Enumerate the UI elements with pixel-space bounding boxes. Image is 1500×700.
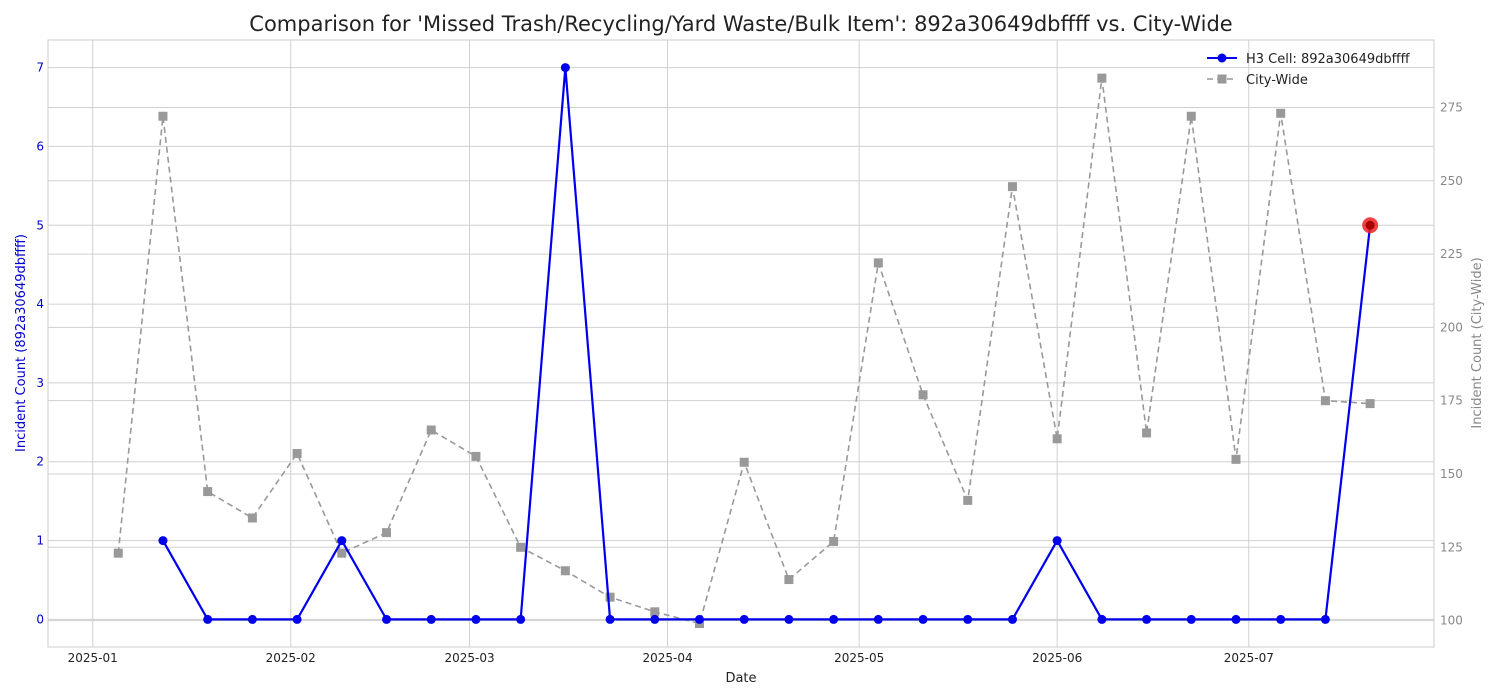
city-wide-point — [1186, 111, 1196, 121]
city-wide-point — [560, 566, 570, 576]
left-y-tick-label: 6 — [36, 139, 44, 153]
h3-cell-point — [516, 614, 526, 624]
city-wide-point — [784, 575, 794, 585]
city-wide-point — [918, 390, 928, 400]
right-y-tick-label: 200 — [1440, 320, 1463, 334]
city-wide-point — [292, 448, 302, 458]
x-tick-label: 2025-03 — [444, 651, 494, 665]
city-wide-point — [1276, 108, 1286, 118]
x-axis: 2025-01 2025-02 2025-03 2025-04 2025-05 2025-… — [68, 651, 1274, 665]
h3-cell-point — [873, 614, 883, 624]
right-y-tick-label: 175 — [1440, 394, 1463, 408]
h3-cell-point — [918, 614, 928, 624]
left-y-tick-label: 1 — [36, 534, 44, 548]
city-wide-point — [382, 528, 392, 538]
city-wide-point — [1097, 73, 1107, 83]
x-tick-label: 2025-01 — [68, 651, 118, 665]
city-wide-point — [1007, 182, 1017, 192]
legend-city-marker — [1217, 74, 1227, 84]
h3-cell-point — [426, 614, 436, 624]
left-y-tick-label: 4 — [36, 297, 44, 311]
x-tick-label: 2025-02 — [266, 651, 316, 665]
city-wide-point — [113, 548, 123, 558]
h3-cell-line — [162, 66, 1372, 621]
city-wide-point — [1365, 399, 1375, 409]
city-wide-point — [963, 495, 973, 505]
x-axis-title: Date — [725, 671, 756, 686]
city-wide-point — [203, 487, 213, 497]
h3-cell-point — [1052, 536, 1062, 546]
h3-cell-series — [158, 63, 1379, 624]
h3-cell-point — [292, 614, 302, 624]
h3-cell-point — [605, 614, 615, 624]
x-tick-label: 2025-07 — [1224, 651, 1274, 665]
city-wide-point — [471, 451, 481, 461]
city-wide-point — [337, 548, 347, 558]
h3-cell-point — [560, 63, 570, 73]
legend-h3-marker — [1217, 53, 1227, 63]
right-y-tick-label: 250 — [1440, 174, 1463, 188]
left-y-tick-label: 2 — [36, 455, 44, 469]
h3-cell-point — [1142, 614, 1152, 624]
city-wide-point — [873, 258, 883, 268]
city-wide-series — [113, 73, 1375, 629]
right-y-tick-label: 150 — [1440, 467, 1463, 481]
x-tick-label: 2025-04 — [642, 651, 692, 665]
h3-cell-point — [382, 614, 392, 624]
h3-cell-point — [203, 614, 213, 624]
city-wide-point — [605, 592, 615, 602]
left-y-tick-label: 5 — [36, 218, 44, 232]
h3-cell-point — [829, 614, 839, 624]
h3-cell-point — [1186, 614, 1196, 624]
highlight-point-core — [1365, 220, 1375, 230]
h3-cell-point — [1231, 614, 1241, 624]
h3-cell-point — [337, 536, 347, 546]
left-y-tick-label: 0 — [36, 612, 44, 626]
city-wide-point — [516, 542, 526, 552]
x-tick-label: 2025-05 — [834, 651, 884, 665]
h3-cell-point — [784, 614, 794, 624]
h3-cell-point — [247, 614, 257, 624]
h3-cell-point — [650, 614, 660, 624]
city-wide-point — [1142, 428, 1152, 438]
h3-cell-point — [1007, 614, 1017, 624]
chart-title: Comparison for 'Missed Trash/Recycling/Y… — [249, 12, 1232, 36]
h3-cell-point — [471, 614, 481, 624]
city-wide-point — [247, 513, 257, 523]
city-wide-point — [426, 425, 436, 435]
right-y-tick-label: 225 — [1440, 247, 1463, 261]
city-wide-point — [650, 607, 660, 617]
h3-cell-point — [1276, 614, 1286, 624]
h3-cell-point — [1097, 614, 1107, 624]
city-wide-point — [1052, 434, 1062, 444]
h3-cell-point — [694, 614, 704, 624]
h3-cell-point — [1320, 614, 1330, 624]
right-y-axis-title: Incident Count (City-Wide) — [1470, 257, 1485, 428]
h3-cell-point — [739, 614, 749, 624]
legend-h3-label: H3 Cell: 892a30649dbffff — [1246, 52, 1411, 67]
legend-city-label: City-Wide — [1246, 73, 1308, 88]
left-y-axis-title: Incident Count (892a30649dbffff) — [14, 234, 29, 452]
x-tick-label: 2025-06 — [1032, 651, 1082, 665]
city-wide-point — [739, 457, 749, 467]
right-y-tick-label: 125 — [1440, 540, 1463, 554]
left-y-tick-label: 3 — [36, 376, 44, 390]
h3-cell-point — [158, 536, 168, 546]
city-wide-point — [158, 111, 168, 121]
plot-frame — [47, 39, 1435, 648]
right-y-axis: 100 125 150 175 200 225 250 275 — [1440, 100, 1463, 627]
right-y-tick-label: 275 — [1440, 100, 1463, 114]
h3-cell-point — [963, 614, 973, 624]
legend: H3 Cell: 892a30649dbffff City-Wide — [1207, 52, 1411, 88]
right-y-tick-label: 100 — [1440, 614, 1463, 628]
left-y-axis: 0 1 2 3 4 5 6 7 — [36, 61, 44, 627]
city-wide-point — [829, 536, 839, 546]
city-wide-point — [1231, 454, 1241, 464]
city-wide-point — [1320, 396, 1330, 406]
left-y-tick-label: 7 — [36, 61, 44, 75]
